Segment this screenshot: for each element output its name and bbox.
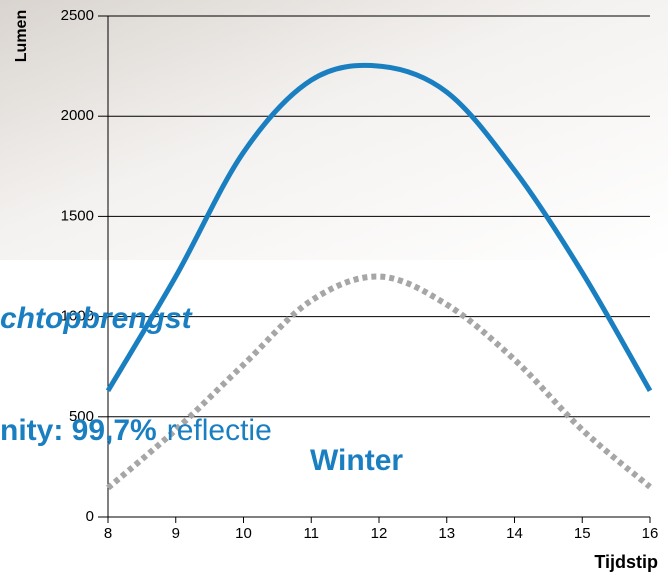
x-tick-label: 14 — [506, 525, 523, 542]
annotation-bold: nity: 99,7% — [0, 414, 157, 447]
x-tick-label: 8 — [104, 525, 112, 542]
y-tick-label: 2000 — [61, 107, 94, 124]
x-tick-label: 16 — [642, 525, 659, 542]
x-tick-label: 12 — [371, 525, 388, 542]
annotation: nity: 99,7% reflectie — [0, 414, 272, 447]
x-tick-label: 10 — [235, 525, 252, 542]
series-line — [105, 62, 653, 393]
y-axis-label: Lumen — [13, 10, 30, 62]
x-tick-label: 11 — [303, 525, 319, 542]
y-tick-label: 1000 — [61, 308, 94, 325]
background — [0, 260, 668, 582]
x-axis-label: Tijdstip — [594, 552, 658, 572]
x-tick-label: 9 — [172, 525, 180, 542]
y-tick-label: 1500 — [61, 207, 94, 224]
y-tick-label: 2500 — [61, 7, 94, 24]
x-tick-label: 13 — [438, 525, 455, 542]
annotation: chtopbrengst — [0, 302, 194, 335]
y-tick-label: 0 — [86, 508, 94, 525]
y-tick-label: 500 — [69, 408, 94, 425]
background — [0, 0, 668, 260]
annotation: Winter — [310, 444, 403, 477]
annotation-normal: reflectie — [167, 414, 272, 447]
x-tick-label: 15 — [574, 525, 591, 542]
